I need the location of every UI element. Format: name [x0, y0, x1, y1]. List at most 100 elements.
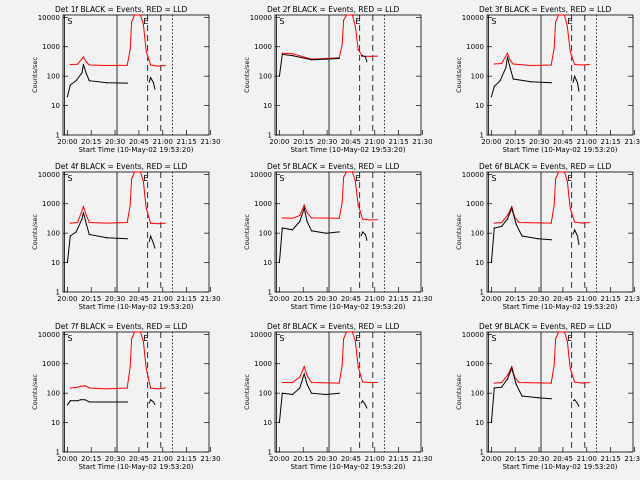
y-tick-label: 1	[480, 132, 484, 140]
series-line	[278, 372, 340, 423]
data-point	[550, 82, 552, 84]
data-point	[325, 58, 327, 60]
y-tick-label: 1000	[254, 360, 272, 368]
y-axis-label: Counts/sec	[455, 214, 463, 250]
data-point	[515, 383, 517, 385]
x-tick-label: 20:30	[529, 455, 549, 463]
y-tick-label: 10	[51, 102, 60, 110]
data-point	[506, 52, 509, 54]
x-axis-label: Start Time (10-May-02 19:53:20)	[502, 463, 617, 471]
detector-panel-3: Det 3f BLACK = Events, RED = LLD 1 10 100 10…	[455, 5, 640, 154]
y-tick-label: 100	[259, 73, 272, 81]
data-point	[506, 218, 509, 220]
x-tick-label: 20:00	[481, 295, 501, 303]
y-tick-label: 10	[475, 259, 484, 267]
data-point	[493, 387, 495, 389]
data-point	[499, 80, 501, 82]
data-point	[501, 225, 503, 227]
series-line	[490, 366, 552, 423]
series-line	[282, 14, 378, 60]
data-point	[85, 73, 87, 75]
x-tick-label: 20:15	[293, 138, 313, 146]
series-line	[70, 331, 166, 390]
data-point	[566, 180, 568, 182]
data-point	[77, 221, 79, 224]
data-point	[81, 72, 83, 74]
data-point	[299, 220, 301, 223]
data-point	[345, 14, 348, 16]
series-line	[572, 399, 580, 407]
marker-e: E	[143, 174, 148, 183]
data-point	[157, 388, 159, 390]
x-tick-label: 20:45	[553, 138, 573, 146]
series-events	[66, 212, 156, 264]
data-point	[88, 387, 90, 389]
series-line	[278, 53, 340, 77]
data-point	[351, 331, 353, 333]
data-point	[291, 217, 294, 219]
data-point	[345, 171, 348, 173]
data-point	[281, 392, 283, 394]
detector-panel-1: Det 1f BLACK = Events, RED = LLD 1 10 100 10…	[31, 5, 221, 154]
data-point	[581, 382, 583, 384]
data-point	[354, 340, 356, 342]
x-tick-label: 20:45	[341, 138, 361, 146]
data-point	[85, 214, 87, 217]
series-lld	[69, 171, 166, 225]
data-point	[126, 64, 128, 66]
series-line	[282, 331, 378, 384]
series-line	[360, 231, 368, 241]
y-tick-label: 100	[47, 390, 60, 398]
data-point	[306, 220, 308, 223]
data-point	[501, 386, 503, 388]
x-axis-label: Start Time (10-May-02 19:53:20)	[290, 303, 405, 311]
plot-frame	[62, 331, 210, 453]
marker-s: S	[491, 17, 496, 26]
data-point	[106, 401, 108, 403]
data-point	[555, 178, 557, 180]
series-line	[490, 206, 552, 263]
marker-e: E	[567, 334, 572, 343]
data-point	[518, 221, 520, 224]
data-point	[563, 14, 565, 16]
marker-s: S	[491, 174, 496, 183]
data-point	[506, 56, 509, 58]
data-point	[291, 229, 294, 231]
data-point	[338, 382, 340, 384]
y-tick-label: 1000	[466, 360, 484, 368]
series-line	[572, 228, 580, 245]
data-point	[131, 21, 133, 23]
y-tick-label: 10000	[38, 14, 60, 22]
series-line	[148, 234, 156, 249]
detector-panel-8: Det 8f BLACK = Events, RED = LLD 1 10 100 10…	[243, 322, 433, 471]
panel-title: Det 3f BLACK = Events, RED = LLD	[479, 5, 612, 14]
x-axis-label: Start Time (10-May-02 19:53:20)	[78, 146, 193, 154]
data-point	[145, 367, 147, 369]
data-point	[588, 381, 590, 384]
data-point	[530, 81, 532, 83]
series-line	[148, 398, 156, 406]
y-tick-label: 10	[475, 102, 484, 110]
data-point	[569, 50, 571, 52]
series-line	[494, 331, 590, 384]
y-tick-label: 1000	[466, 43, 484, 51]
data-point	[362, 381, 364, 383]
data-point	[85, 61, 87, 63]
data-point	[106, 388, 108, 390]
plot-frame	[486, 14, 634, 136]
x-axis-label: Start Time (10-May-02 19:53:20)	[78, 303, 193, 311]
data-point	[555, 338, 557, 340]
data-point	[133, 171, 136, 173]
x-tick-label: 21:30	[624, 455, 640, 463]
data-point	[490, 96, 492, 98]
data-point	[291, 381, 294, 384]
series-line	[66, 212, 128, 263]
x-tick-label: 21:00	[153, 138, 173, 146]
x-tick-label: 20:45	[553, 295, 573, 303]
y-tick-label: 10000	[462, 14, 484, 22]
data-point	[351, 14, 353, 16]
panel-title: Det 2f BLACK = Events, RED = LLD	[267, 5, 400, 14]
x-tick-label: 21:30	[200, 295, 220, 303]
x-tick-label: 21:00	[577, 295, 597, 303]
series-line	[70, 171, 166, 225]
